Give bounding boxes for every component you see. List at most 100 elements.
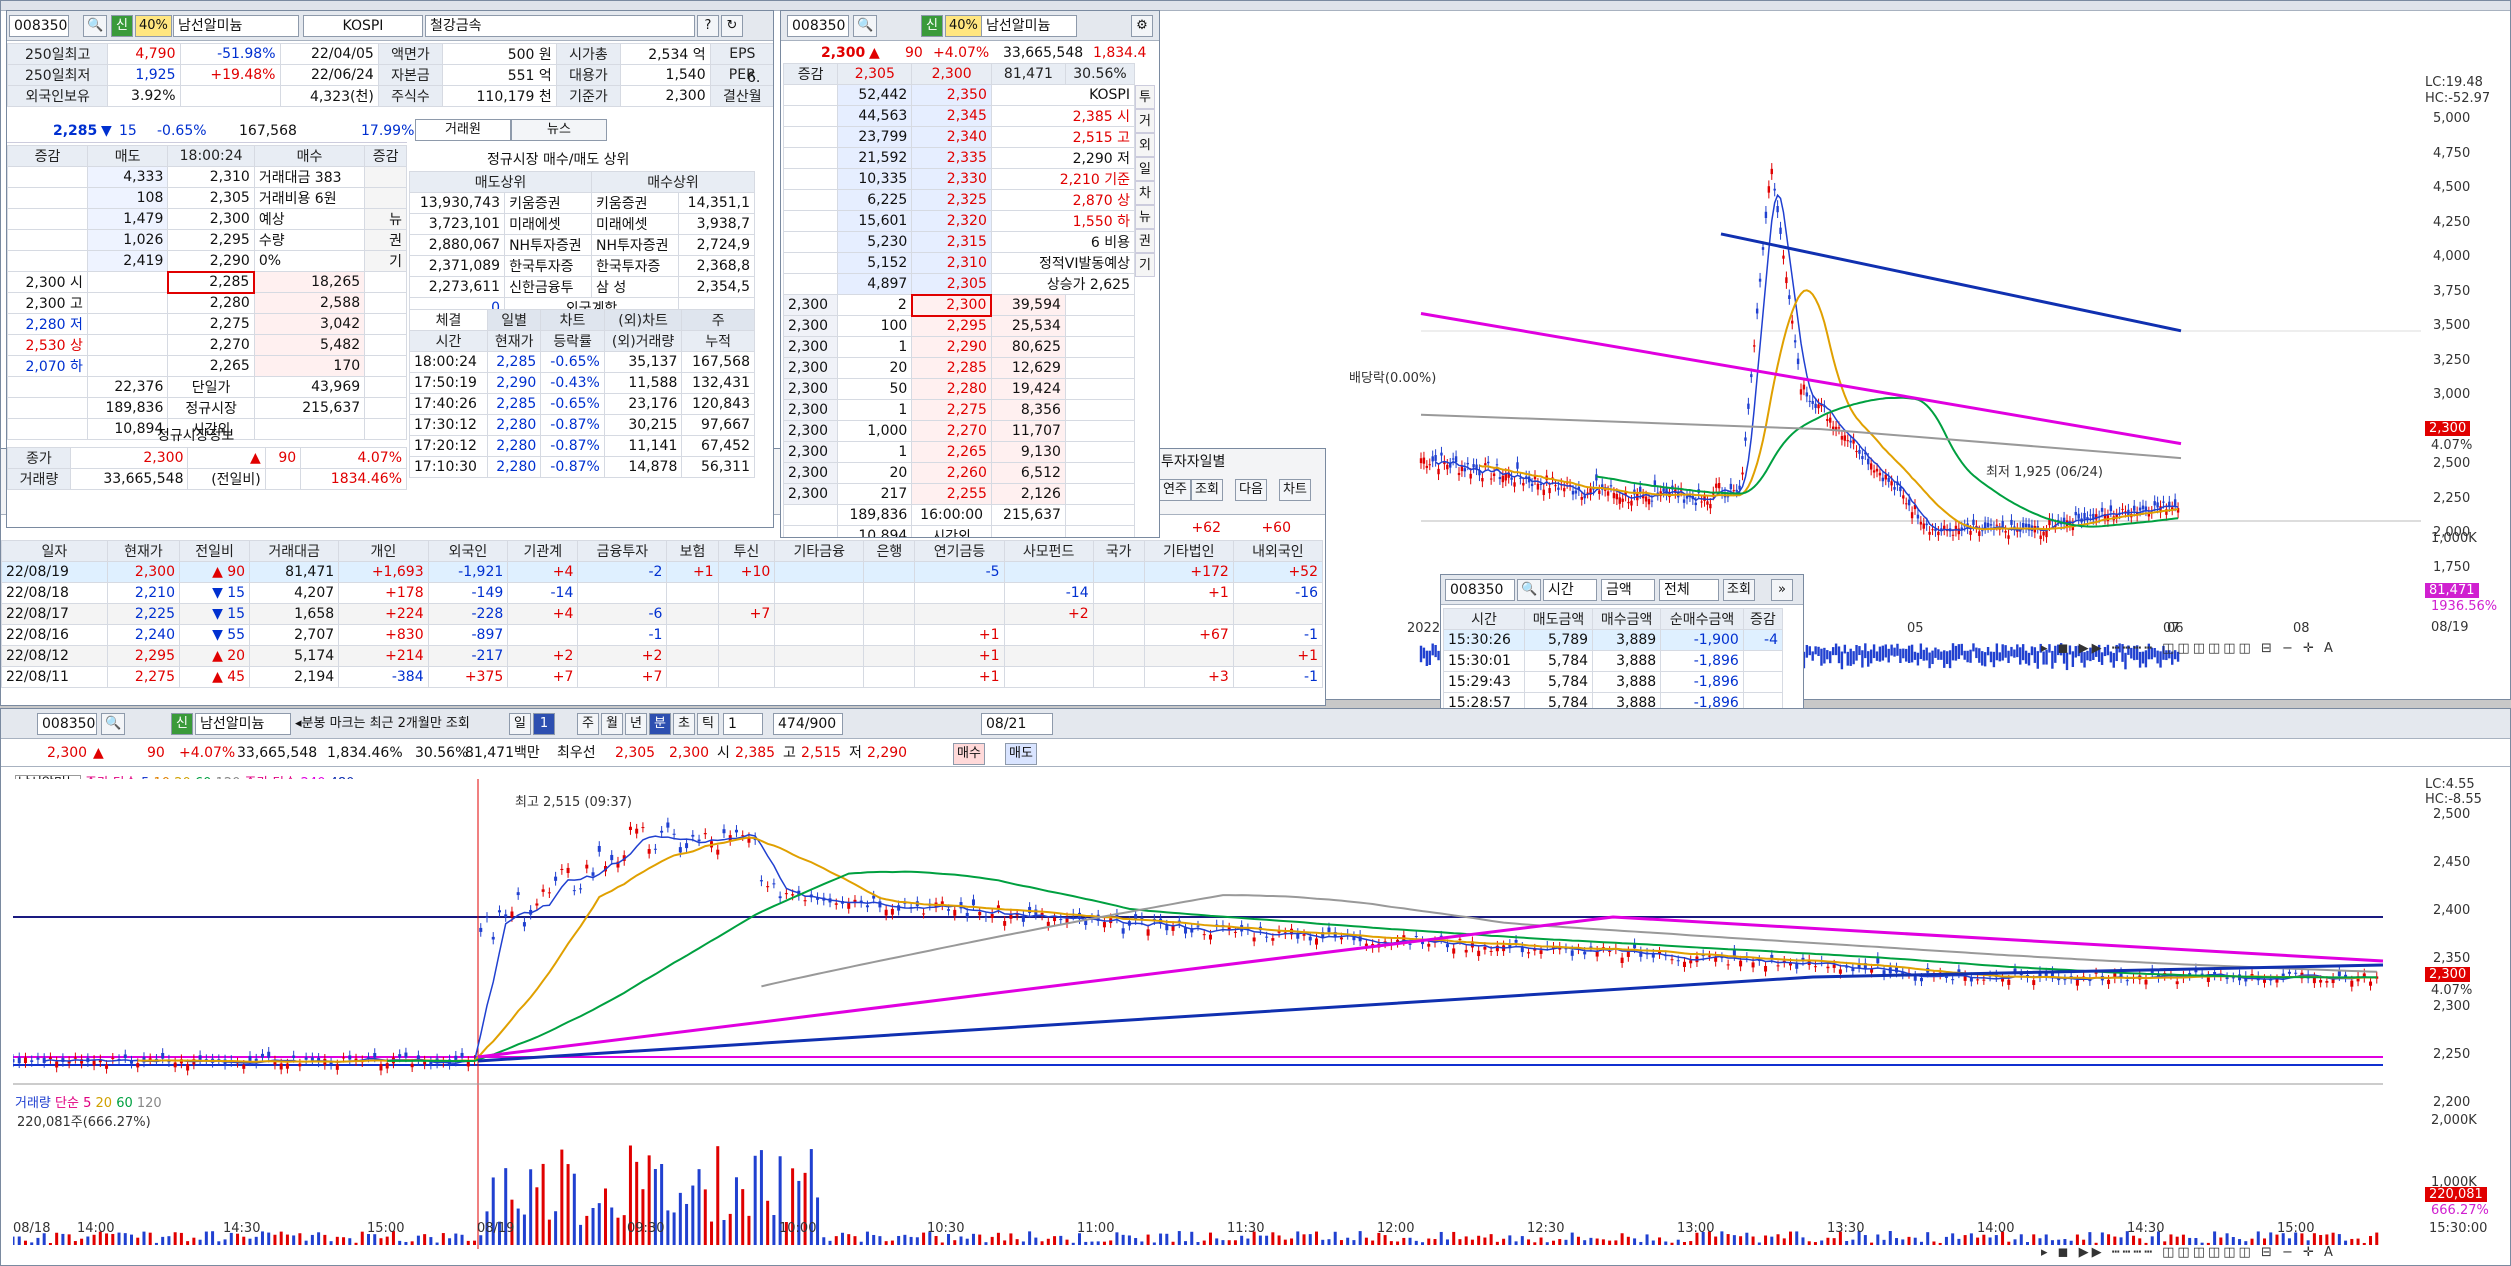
ob-ask-row[interactable]: 10,335 2,330 2,210 기준 xyxy=(782,168,1136,190)
intraday-date-input[interactable]: 08/21 xyxy=(981,713,1053,735)
ob-bid-row[interactable]: 2,300 1,000 2,270 11,707 xyxy=(782,420,1136,442)
ob-bid-row[interactable]: 2,300 217 2,255 2,126 xyxy=(782,483,1136,505)
ask-row[interactable]: 108 2,305 거래비용 6원 xyxy=(7,187,407,209)
tab-news[interactable]: 뉴스 xyxy=(511,119,607,141)
tick-tab[interactable]: (외)차트 xyxy=(603,309,683,331)
x-tick-label: 14:30 xyxy=(223,1221,261,1236)
ob-side-tab[interactable]: 차 xyxy=(1135,181,1155,205)
inv-row[interactable]: 22/08/11 2,275 ▲ 45 2,194 -384 +375 +7 +7 +1 +3 -1 xyxy=(1,666,1324,688)
ob-side-tab[interactable]: 외 xyxy=(1135,133,1155,157)
info-search-icon[interactable]: 🔍 xyxy=(83,15,108,37)
volume-bar xyxy=(1408,1237,1412,1245)
tick-tab[interactable]: 차트 xyxy=(540,309,605,331)
inv-row[interactable]: 22/08/18 2,210 ▼ 15 4,207 +178 -149 -14 -14 +1 -1… xyxy=(1,582,1324,604)
info-refresh-button[interactable]: ↻ xyxy=(721,15,743,37)
ob-side-tab[interactable]: 기 xyxy=(1135,253,1155,277)
volume-bar xyxy=(354,1242,358,1245)
ob-gear-icon[interactable]: ⚙ xyxy=(1131,15,1153,37)
ob-bid-row[interactable]: 2,300 2 2,300 39,594 xyxy=(782,293,1136,317)
volume-bar xyxy=(1882,1239,1886,1245)
tick-tab[interactable]: 일별 xyxy=(487,309,542,331)
ob-bid-row[interactable]: 2,300 1 2,265 9,130 xyxy=(782,441,1136,463)
ob-ask-row[interactable]: 5,230 2,315 6 비용 xyxy=(782,231,1136,253)
side-tab[interactable]: 권 xyxy=(364,229,407,251)
ask-row[interactable]: 1,479 2,300 예상 뉴 xyxy=(7,208,407,230)
bid-row[interactable]: 2,070 하 2,265 170 xyxy=(7,355,407,377)
ob-ask-row[interactable]: 6,225 2,325 2,870 상 xyxy=(782,189,1136,211)
period-count[interactable]: 1 xyxy=(533,713,555,735)
ob-ask-row[interactable]: 21,592 2,335 2,290 저 xyxy=(782,147,1136,169)
intraday-search-icon[interactable]: 🔍 xyxy=(101,713,126,735)
period-second[interactable]: 초 xyxy=(673,713,695,735)
period-tick[interactable]: 틱 xyxy=(697,713,719,735)
inv-row[interactable]: 22/08/17 2,225 ▼ 15 1,658 +224 -228 +4 -6 +7 +2 xyxy=(1,603,1324,625)
info-help-button[interactable]: ? xyxy=(697,15,719,37)
tab-broker[interactable]: 거래원 xyxy=(415,119,511,141)
program-query-button[interactable]: 조회 xyxy=(1723,579,1755,601)
ob-bid-row[interactable]: 2,300 1 2,275 8,356 xyxy=(782,399,1136,421)
intraday-count-input[interactable]: 1 xyxy=(723,713,763,735)
period-minute[interactable]: 분 xyxy=(649,713,671,735)
investor-btn-query[interactable]: 조회 xyxy=(1191,479,1223,501)
inv-row[interactable]: 22/08/19 2,300 ▲ 90 81,471 +1,693 -1,921 +4 -2 +… xyxy=(1,561,1324,583)
program-search-icon[interactable]: 🔍 xyxy=(1517,579,1542,601)
program-code-input[interactable]: 008350 xyxy=(1445,579,1515,601)
ob-bid-row[interactable]: 2,300 20 2,260 6,512 xyxy=(782,462,1136,484)
ob-side-tab[interactable]: 일 xyxy=(1135,157,1155,181)
tick-tab[interactable]: 주 xyxy=(681,309,755,331)
side-tab[interactable] xyxy=(364,187,407,209)
intraday-price-chart[interactable] xyxy=(13,779,2421,1249)
info-code-input[interactable]: 008350 xyxy=(9,15,69,37)
program-more-button[interactable]: » xyxy=(1771,579,1793,601)
candle-body xyxy=(448,1059,452,1065)
side-tab[interactable]: 뉴 xyxy=(364,208,407,230)
ob-bid-row[interactable]: 2,300 20 2,285 12,629 xyxy=(782,357,1136,379)
side-tab[interactable] xyxy=(364,166,407,188)
ob-code-input[interactable]: 008350 xyxy=(787,15,849,37)
bid-row[interactable]: 2,300 시 2,285 18,265 xyxy=(7,270,407,294)
intraday-buy-button[interactable]: 매수 xyxy=(953,743,985,765)
ob-side-tab[interactable]: 권 xyxy=(1135,229,1155,253)
ob-side-tab[interactable]: 거 xyxy=(1135,109,1155,133)
bid-row[interactable]: 2,280 저 2,275 3,042 xyxy=(7,313,407,335)
ob-ask-row[interactable]: 5,152 2,310 정적VI발동예상 xyxy=(782,252,1136,274)
daily-scroll-controls[interactable]: ▸ ◼ ▶▶ ┅┅┅┅ ◫◫◫◫◫◫ ⊟ − ✛ A xyxy=(2041,641,2336,656)
ob-bid-row[interactable]: 2,300 1 2,290 80,625 xyxy=(782,336,1136,358)
ob-ask-row[interactable]: 15,601 2,320 1,550 하 xyxy=(782,210,1136,232)
intraday-code-input[interactable]: 008350 xyxy=(37,713,97,735)
ob-ask-row[interactable]: 52,442 2,350 KOSPI xyxy=(782,84,1136,106)
ob-ask-row[interactable]: 23,799 2,340 2,515 고 xyxy=(782,126,1136,148)
ob-bid-row[interactable]: 2,300 100 2,295 25,534 xyxy=(782,315,1136,337)
tick-tab[interactable]: 체결 xyxy=(408,309,489,331)
intraday-scroll-controls[interactable]: ▸ ◼ ▶▶ ┅┅┅┅ ◫◫◫◫◫◫ ⊟ − ✛ A xyxy=(2041,1245,2336,1260)
intraday-sell-button[interactable]: 매도 xyxy=(1005,743,1037,765)
pr-row[interactable]: 15:29:43 5,784 3,888 -1,896 xyxy=(1443,671,1784,693)
bid-row[interactable]: 2,530 상 2,270 5,482 xyxy=(7,334,407,356)
program-time-select[interactable]: 시간 xyxy=(1543,579,1597,601)
program-all-select[interactable]: 전체 xyxy=(1659,579,1719,601)
ask-row[interactable]: 1,026 2,295 수량 권 xyxy=(7,229,407,251)
ob-bid-row[interactable]: 2,300 50 2,280 19,424 xyxy=(782,378,1136,400)
ask-row[interactable]: 4,333 2,310 거래대금 383 xyxy=(7,166,407,188)
investor-btn-chart[interactable]: 차트 xyxy=(1279,479,1311,501)
program-amount-select[interactable]: 금액 xyxy=(1601,579,1655,601)
volume-bar xyxy=(1371,1240,1375,1245)
ob-side-tab[interactable]: 뉴 xyxy=(1135,205,1155,229)
period-year[interactable]: 년 xyxy=(625,713,647,735)
inv-row[interactable]: 22/08/12 2,295 ▲ 20 5,174 +214 -217 +2 +2 +1 +1 xyxy=(1,645,1324,667)
ob-ask-row[interactable]: 4,897 2,305 상승가 2,625 xyxy=(782,273,1136,295)
investor-btn-year[interactable]: 연주 xyxy=(1159,479,1191,501)
investor-btn-next[interactable]: 다음 xyxy=(1235,479,1267,501)
period-day[interactable]: 일 xyxy=(509,713,531,735)
side-tab[interactable]: 기 xyxy=(364,250,407,272)
ob-search-icon[interactable]: 🔍 xyxy=(853,15,878,37)
bid-row[interactable]: 2,300 고 2,280 2,588 xyxy=(7,292,407,314)
pr-row[interactable]: 15:30:26 5,789 3,889 -1,900 -4 xyxy=(1443,629,1784,651)
ask-row[interactable]: 2,419 2,290 0% 기 xyxy=(7,250,407,272)
inv-row[interactable]: 22/08/16 2,240 ▼ 55 2,707 +830 -897 -1 +1 +67 -1 xyxy=(1,624,1324,646)
pr-row[interactable]: 15:30:01 5,784 3,888 -1,896 xyxy=(1443,650,1784,672)
ob-ask-row[interactable]: 44,563 2,345 2,385 시 xyxy=(782,105,1136,127)
ob-side-tab[interactable]: 투 xyxy=(1135,85,1155,109)
period-week[interactable]: 주 xyxy=(577,713,599,735)
period-month[interactable]: 월 xyxy=(601,713,623,735)
